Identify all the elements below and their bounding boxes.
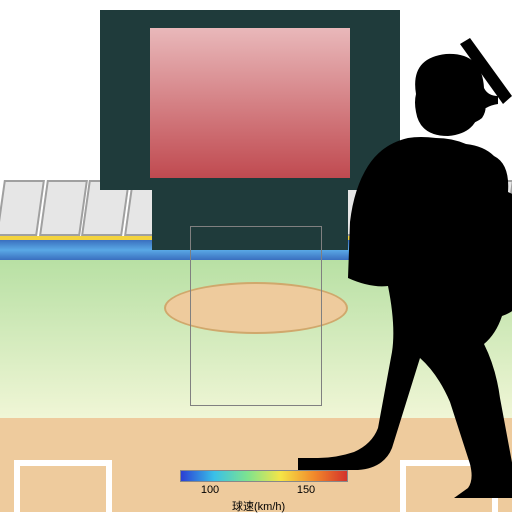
speed-legend-gradient — [180, 470, 348, 482]
stand-panel — [0, 180, 45, 236]
plate-line-left-top — [14, 460, 112, 466]
plate-line-left-outer — [14, 466, 20, 526]
speed-legend: 100 150 球速(km/h) — [180, 470, 348, 512]
batter-silhouette — [298, 38, 512, 498]
speed-tick-1: 150 — [297, 484, 315, 496]
speed-tick-0: 100 — [201, 484, 219, 496]
stand-panel — [39, 180, 88, 236]
plate-line-left-inner — [106, 466, 112, 526]
scene-root: 100 150 球速(km/h) — [0, 0, 512, 512]
